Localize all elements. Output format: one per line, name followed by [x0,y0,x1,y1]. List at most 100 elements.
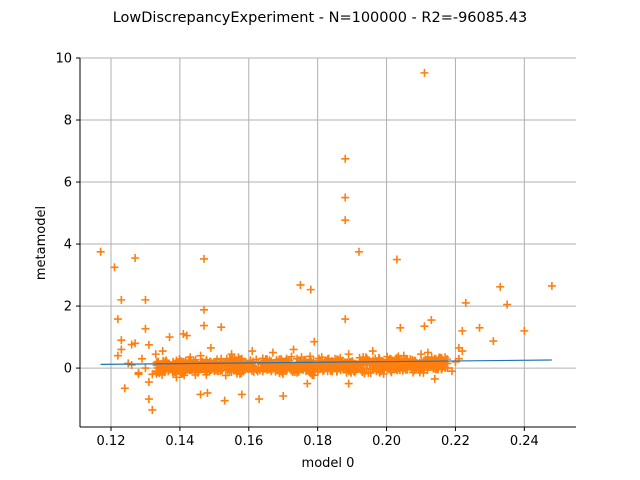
scatter-point [324,354,332,363]
scatter-point [341,315,350,324]
scatter-point [162,356,171,365]
scatter-point [113,315,122,324]
scatter-point [189,357,198,366]
scatter-point [306,285,315,294]
scatter-point [131,339,140,348]
scatter-point [341,216,350,225]
scatter-point [255,395,264,404]
dense-point [333,366,342,375]
dense-point [435,355,444,364]
dense-point [221,371,230,380]
dense-point [168,366,177,375]
scatter-point [282,359,291,368]
y-tick-label: 10 [55,52,72,67]
scatter-point [203,388,212,397]
scatter-point [144,340,153,349]
scatter-point [110,263,119,272]
x-tick-label: 0.20 [372,434,401,449]
chart-title: LowDiscrepancyExperiment - N=100000 - R2… [113,10,528,26]
scatter-point [196,351,205,360]
scatter-point [268,348,277,357]
scatter-point [120,384,129,393]
scatter-point [489,337,498,346]
y-tick-label: 4 [64,238,72,253]
x-tick-label: 0.22 [441,434,470,449]
dense-point [234,365,243,374]
scatter-point [141,295,150,304]
scatter-point [341,193,350,202]
scatter-point [141,324,150,333]
scatter-point [141,364,150,373]
dense-point [402,356,411,365]
tick-labels: 0.12 0.14 0.16 0.18 0.20 0.22 0.24 0 2 4 6 8 10 [55,52,538,450]
scatter-point [503,300,512,309]
scatter-point [148,370,157,379]
dense-point [195,365,204,374]
y-tick-label: 2 [64,300,72,315]
fit-line-path [100,359,552,365]
scatter-point [368,347,377,356]
scatter-point [351,362,360,371]
scatter-point [165,333,174,342]
dense-point [429,364,438,373]
y-tick-label: 8 [64,114,72,129]
scatter-point [496,282,505,291]
scatter-point [155,367,164,376]
scatter-point [196,390,205,399]
scatter-point [399,351,408,360]
scatter-point [134,368,143,377]
scatter-point [131,254,140,263]
scatter-point [227,350,236,359]
scatter-point [217,323,226,332]
dense-point [370,362,379,371]
scatter-point [169,357,177,366]
dense-point [197,358,206,367]
y-tick-label: 6 [64,176,72,191]
dense-point [386,366,395,375]
scatter-point [341,154,350,163]
scatter-point [313,364,322,373]
scatter-point [427,316,436,325]
scatter-point [392,255,401,264]
x-axis-label: model 0 [302,456,355,471]
scatter-point [361,353,370,362]
scatter-point [375,356,384,365]
dense-point [167,361,176,370]
dense-point [360,368,369,377]
dense-point [152,358,161,367]
x-tick-label: 0.16 [234,434,263,449]
scatter-point [289,345,298,354]
scatter-point [458,347,467,356]
scatter-point [244,362,253,371]
dense-point [206,357,215,366]
scatter-point [151,350,160,359]
scatter-point [148,405,157,414]
scatter-point [172,373,181,382]
scatter-point [144,395,153,404]
scatter-point [234,353,243,362]
dense-point [443,364,452,373]
scatter-point [420,322,429,331]
scatter-point [113,351,122,360]
grid-lines [80,57,576,427]
dense-point [178,368,187,377]
scatter-point [520,326,529,335]
fit-line [100,359,552,365]
scatter-point [458,326,467,335]
y-axis-label: metamodel [34,206,49,280]
dense-point [425,361,434,370]
scatter-point [186,353,195,362]
scatter-point [206,343,215,352]
scatter-point [200,321,208,330]
scatter-point [210,367,219,376]
dense-point [217,354,226,363]
scatter-point [127,360,136,369]
scatter-point [138,354,146,363]
scatter-point [344,350,353,359]
scatter-point [258,357,267,366]
scatter-point [448,367,456,376]
scatter-point [461,298,470,307]
scatter-point [158,347,167,356]
scatter-point [423,348,432,357]
